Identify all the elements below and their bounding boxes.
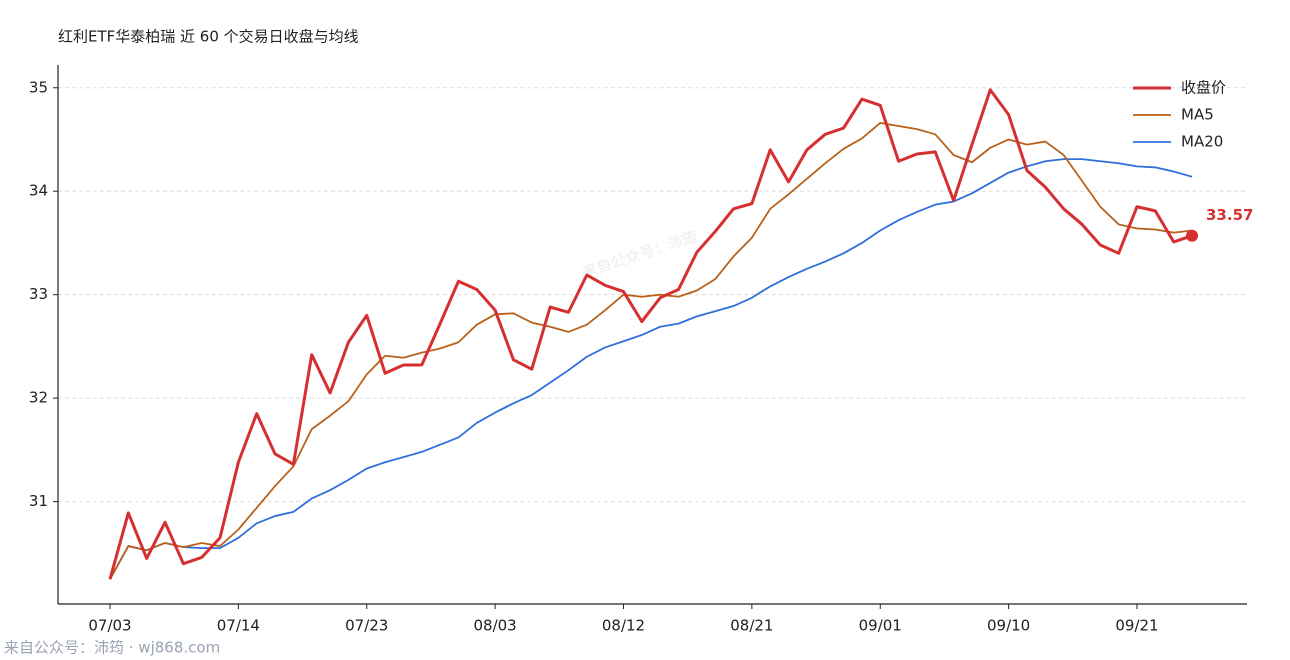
y-tick-label: 32 (29, 389, 48, 407)
y-tick-label: 33 (29, 285, 48, 303)
x-tick-label: 07/14 (217, 617, 260, 635)
x-tick-label: 08/03 (474, 617, 517, 635)
x-tick-label: 09/10 (987, 617, 1030, 635)
last-point (1186, 229, 1198, 242)
x-tick-label: 07/23 (345, 617, 388, 635)
legend-label: 收盘价 (1181, 79, 1226, 97)
footer: 来自公众号：沛筠 · wj868.com (4, 639, 220, 657)
y-tick-label: 31 (29, 492, 48, 510)
x-tick-label: 08/12 (602, 617, 645, 635)
series-line (109, 158, 1193, 580)
legend-label: MA5 (1181, 106, 1214, 124)
x-tick-label: 09/01 (859, 617, 902, 635)
y-tick-label: 35 (29, 78, 48, 96)
legend-label: MA20 (1181, 133, 1223, 151)
x-tick-label: 07/03 (88, 617, 131, 635)
watermark: 来自公众号：沛筠 (579, 227, 700, 282)
chart-title: 红利ETF华泰柏瑞 近 60 个交易日收盘与均线 (58, 28, 359, 46)
series-line (109, 122, 1193, 580)
last-value-label: 33.57 (1206, 206, 1253, 224)
y-tick-label: 34 (29, 182, 48, 200)
x-tick-label: 08/21 (730, 617, 773, 635)
series-line (108, 88, 1193, 580)
x-tick-label: 09/21 (1115, 617, 1158, 635)
